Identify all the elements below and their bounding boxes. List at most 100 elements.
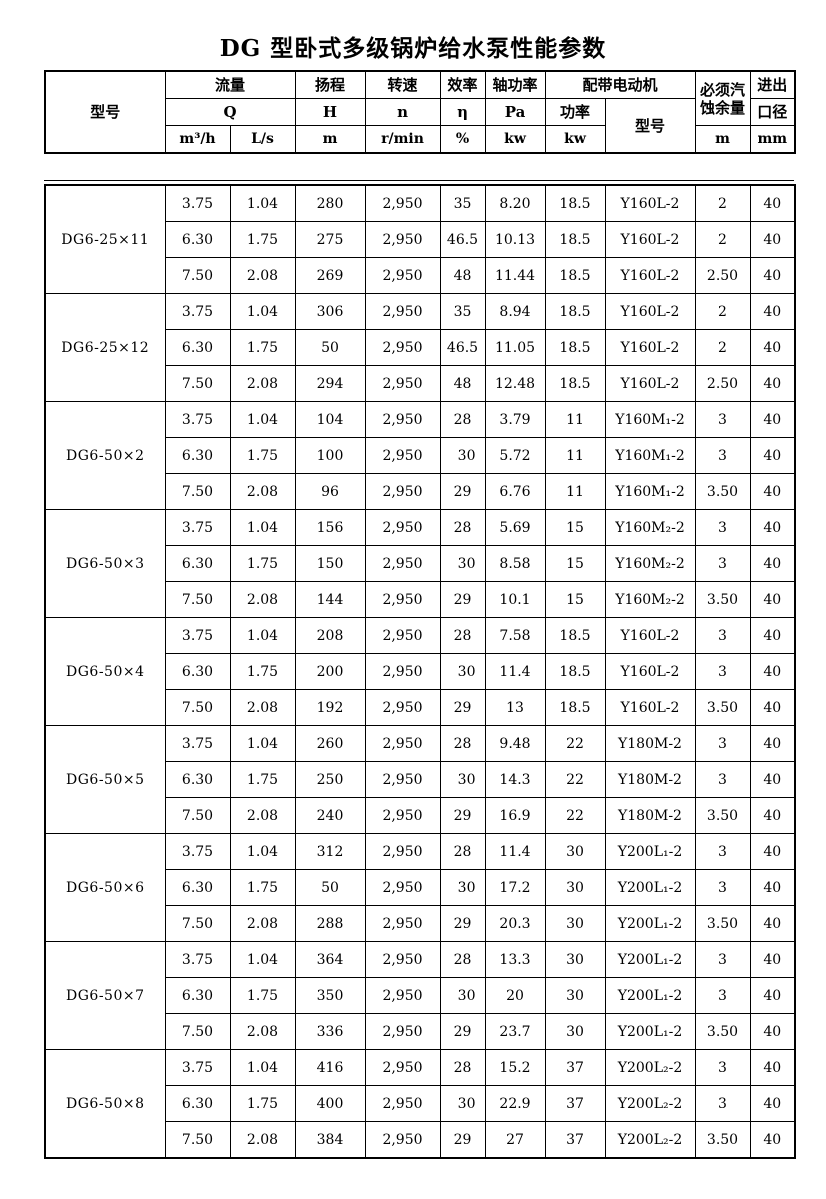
value-cell: 30: [439, 437, 486, 474]
value-cell: 6.30: [164, 437, 231, 474]
value-cell: Y160L-2: [604, 653, 696, 690]
value-cell: 1.75: [229, 653, 296, 690]
value-cell: 3.75: [164, 401, 231, 438]
value-cell: 18.5: [544, 689, 606, 726]
value-cell: 6.30: [164, 869, 231, 906]
value-cell: 192: [294, 689, 366, 726]
value-cell: 40: [749, 761, 796, 798]
table-row: DG6-25×11 3.75 1.04 280 2,950 35 8.20 18.5 Y160L…: [44, 184, 796, 294]
value-cell: Y200L₁-2: [604, 905, 696, 942]
value-cell: 29: [439, 1013, 486, 1050]
header-unit-shaft-power: kw: [484, 125, 546, 154]
value-cell: 208: [294, 617, 366, 654]
value-cell: 30: [544, 941, 606, 978]
value-cell: 3: [694, 1049, 751, 1086]
header-flow: 流量: [164, 70, 296, 99]
value-cell: 2,950: [364, 329, 441, 366]
value-cell: 48: [439, 365, 486, 402]
value-cell: 11.4: [484, 833, 546, 870]
value-cell: 40: [749, 653, 796, 690]
value-cell: 275: [294, 221, 366, 258]
value-cell: 13.3: [484, 941, 546, 978]
value-cell: 2: [694, 184, 751, 222]
value-cell: 3.75: [164, 293, 231, 330]
value-cell: 40: [749, 1121, 796, 1159]
value-cell: 15: [544, 509, 606, 546]
value-cell: 7.50: [164, 581, 231, 618]
value-cell: 28: [439, 833, 486, 870]
value-cell: 3.50: [694, 1013, 751, 1050]
value-cell: 40: [749, 977, 796, 1014]
pump-data-table: DG6-25×11 3.75 1.04 280 2,950 35 8.20 18.5 Y160L…: [44, 184, 796, 1159]
table-row: 7.50 2.08 144 2,950 29 10.1 15 Y160M₂-2 3.50 40: [45, 581, 796, 618]
value-cell: 28: [439, 1049, 486, 1086]
value-cell: 28: [439, 725, 486, 762]
value-cell: 35: [439, 184, 486, 222]
value-cell: 30: [439, 977, 486, 1014]
value-cell: 40: [749, 689, 796, 726]
value-cell: Y180M-2: [604, 725, 696, 762]
value-cell: 364: [294, 941, 366, 978]
value-cell: 6.30: [164, 653, 231, 690]
value-cell: 30: [439, 761, 486, 798]
value-cell: 3.75: [164, 617, 231, 654]
value-cell: 30: [439, 653, 486, 690]
table-row: DG6-50×3 3.75 1.04 156 2,950 28 5.69 15 Y160M₂-2…: [44, 509, 796, 618]
value-cell: 40: [749, 257, 796, 294]
header-speed-symbol: n: [364, 98, 441, 126]
value-cell: Y200L₁-2: [604, 833, 696, 870]
value-cell: 1.75: [229, 545, 296, 582]
header-unit-head: m: [294, 125, 366, 154]
value-cell: 40: [749, 905, 796, 942]
value-cell: 28: [439, 617, 486, 654]
value-cell: Y160M₁-2: [604, 473, 696, 510]
header-table: 型号 流量 扬程 转速 效率 轴功率 配带电动机 必须汽 蚀余量 进出 Q H …: [44, 70, 797, 154]
value-cell: 1.04: [229, 293, 296, 330]
value-cell: 1.75: [229, 1085, 296, 1122]
value-cell: 2,950: [364, 797, 441, 834]
header-head-symbol: H: [294, 98, 366, 126]
value-cell: 8.20: [484, 184, 546, 222]
header-unit-motor-power: kw: [544, 125, 606, 154]
header-motor: 配带电动机: [544, 70, 696, 99]
value-cell: Y160L-2: [604, 365, 696, 402]
value-cell: 2,950: [364, 1121, 441, 1159]
value-cell: 3.50: [694, 689, 751, 726]
value-cell: 10.1: [484, 581, 546, 618]
value-cell: 29: [439, 581, 486, 618]
table-row: 7.50 2.08 269 2,950 48 11.44 18.5 Y160L-2 2.50 40: [45, 257, 796, 294]
table-row: 6.30 1.75 275 2,950 46.5 10.13 18.5 Y160L-2 2 40: [45, 221, 796, 258]
value-cell: 3.50: [694, 797, 751, 834]
value-cell: 2,950: [364, 365, 441, 402]
table-row: 6.30 1.75 100 2,950 30 5.72 11 Y160M₁-2 3 40: [45, 437, 796, 474]
value-cell: 3.50: [694, 905, 751, 942]
table-row: 7.50 2.08 336 2,950 29 23.7 30 Y200L₁-2 3.50 40: [45, 1013, 796, 1050]
value-cell: 30: [544, 977, 606, 1014]
value-cell: 22: [544, 761, 606, 798]
value-cell: 2.08: [229, 905, 296, 942]
value-cell: 40: [749, 509, 796, 546]
value-cell: 2,950: [364, 257, 441, 294]
header-shaft-power: 轴功率: [484, 70, 546, 99]
pump-model-cell: DG6-50×3: [44, 509, 166, 618]
pump-model-cell: DG6-50×6: [44, 833, 166, 942]
pump-model-cell: DG6-25×12: [44, 293, 166, 402]
value-cell: 2,950: [364, 977, 441, 1014]
header-unit-npsh: m: [694, 125, 751, 154]
value-cell: 156: [294, 509, 366, 546]
table-row: 7.50 2.08 96 2,950 29 6.76 11 Y160M₁-2 3.50 40: [45, 473, 796, 510]
value-cell: Y180M-2: [604, 761, 696, 798]
value-cell: 288: [294, 905, 366, 942]
value-cell: 6.30: [164, 221, 231, 258]
value-cell: 15: [544, 581, 606, 618]
table-row: 6.30 1.75 400 2,950 30 22.9 37 Y200L₂-2 3 40: [45, 1085, 796, 1122]
value-cell: 40: [749, 725, 796, 762]
header-flow-symbol: Q: [164, 98, 296, 126]
header-row-1: 型号 流量 扬程 转速 效率 轴功率 配带电动机 必须汽 蚀余量 进出: [44, 70, 796, 154]
value-cell: 2.08: [229, 1013, 296, 1050]
value-cell: 13: [484, 689, 546, 726]
value-cell: 1.75: [229, 977, 296, 1014]
value-cell: 29: [439, 1121, 486, 1159]
header-row-2: Q H n η Pa 功率 型号 口径: [45, 98, 796, 154]
value-cell: 3.50: [694, 473, 751, 510]
